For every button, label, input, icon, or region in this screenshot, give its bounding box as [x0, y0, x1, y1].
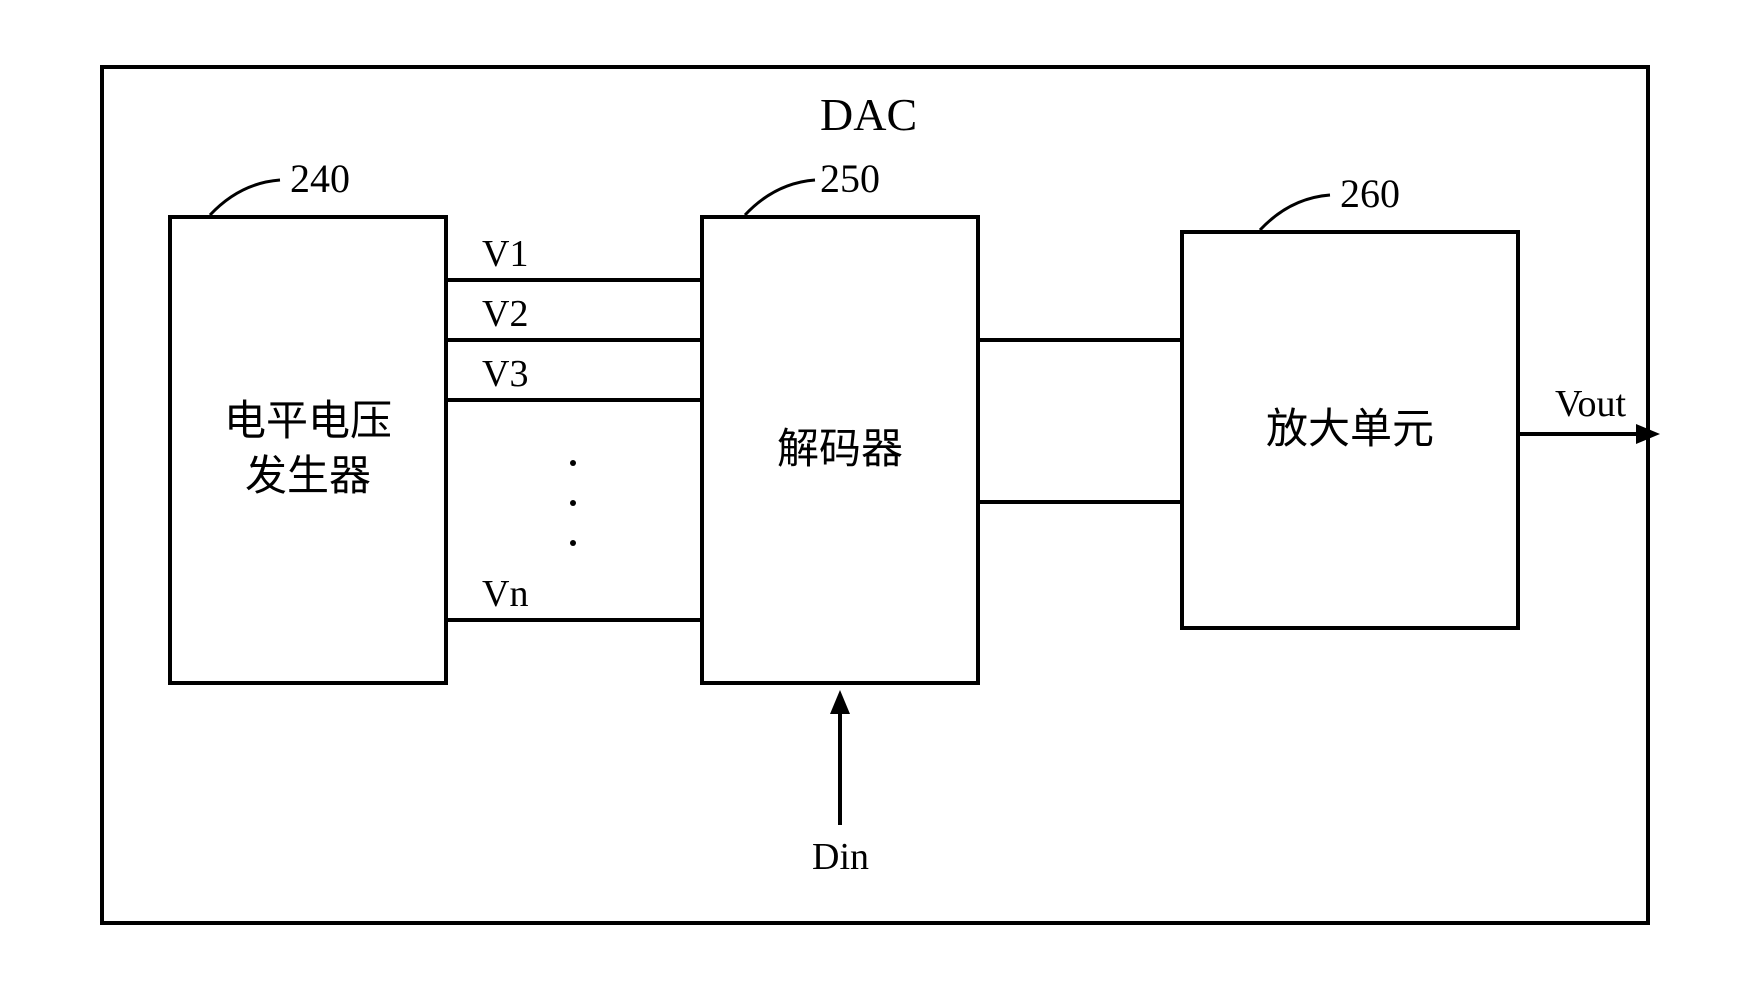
vn-label: Vn — [482, 572, 528, 616]
conn-dec-amp-1 — [980, 338, 1180, 342]
ref-240-leader — [200, 175, 290, 220]
ref-240: 240 — [290, 155, 350, 202]
ref-250-leader — [735, 175, 825, 220]
conn-vout — [1520, 432, 1640, 436]
din-label: Din — [812, 835, 869, 879]
v3-label: V3 — [482, 352, 528, 396]
ellipsis-dot-3 — [570, 540, 576, 546]
lvg-label-line2: 发生器 — [245, 454, 371, 500]
conn-v1 — [448, 278, 700, 282]
dac-title: DAC — [820, 88, 917, 141]
level-voltage-generator-block: 电平电压 发生器 — [168, 215, 448, 685]
amplifier-label: 放大单元 — [1266, 403, 1434, 458]
v2-label: V2 — [482, 292, 528, 336]
v1-label: V1 — [482, 232, 528, 276]
conn-v2 — [448, 338, 700, 342]
ref-260-leader — [1250, 190, 1340, 235]
level-voltage-generator-label: 电平电压 发生器 — [224, 395, 392, 504]
conn-dec-amp-2 — [980, 500, 1180, 504]
ellipsis-dot-2 — [570, 500, 576, 506]
vout-label: Vout — [1555, 382, 1626, 426]
conn-v3 — [448, 398, 700, 402]
conn-din — [838, 709, 842, 825]
decoder-label: 解码器 — [777, 423, 903, 478]
conn-vn — [448, 618, 700, 622]
decoder-block: 解码器 — [700, 215, 980, 685]
din-arrowhead — [830, 690, 850, 714]
ellipsis-dot-1 — [570, 460, 576, 466]
ref-260: 260 — [1340, 170, 1400, 217]
lvg-label-line1: 电平电压 — [224, 399, 392, 445]
ref-250: 250 — [820, 155, 880, 202]
amplifier-block: 放大单元 — [1180, 230, 1520, 630]
vout-arrowhead — [1636, 424, 1660, 444]
